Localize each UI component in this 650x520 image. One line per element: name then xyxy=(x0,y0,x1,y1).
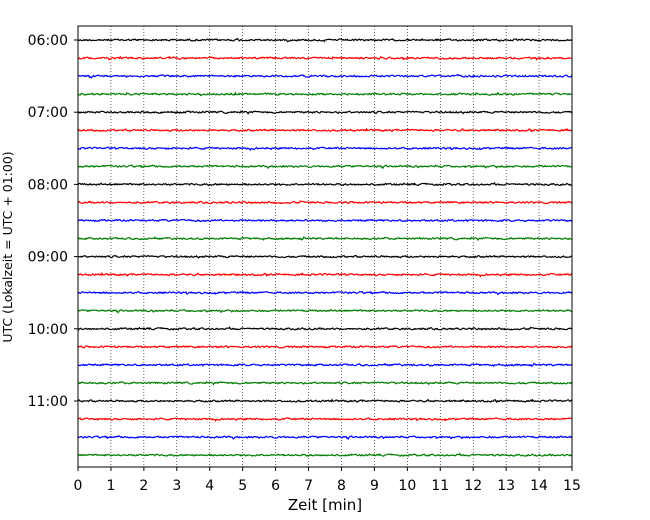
x-tick-label: 6 xyxy=(271,478,280,494)
plot-frame xyxy=(77,25,573,468)
y-axis-label: UTC (Lokalzeit = UTC + 01:00) xyxy=(0,151,15,342)
trace-1100 xyxy=(77,398,573,404)
trace-1030 xyxy=(77,362,573,368)
x-tick-label: 12 xyxy=(464,478,482,494)
x-tick-label: 4 xyxy=(205,478,214,494)
trace-0630 xyxy=(77,73,573,79)
trace-0645 xyxy=(77,91,573,97)
x-tick-label: 14 xyxy=(530,478,548,494)
trace-0615 xyxy=(77,55,573,61)
x-tick-label: 11 xyxy=(431,478,449,494)
trace-1015 xyxy=(77,345,573,349)
trace-1145 xyxy=(77,452,573,457)
x-tick-label: 3 xyxy=(172,478,181,494)
y-tick-label: 07:00 xyxy=(28,105,68,121)
trace-1045 xyxy=(77,380,573,386)
trace-0745 xyxy=(77,164,573,170)
trace-0930 xyxy=(77,290,573,296)
trace-0815 xyxy=(77,200,573,205)
x-tick-label: 10 xyxy=(398,478,416,494)
y-tick-label: 09:00 xyxy=(28,250,68,266)
trace-0830 xyxy=(77,218,573,223)
trace-0600 xyxy=(77,37,573,43)
traces xyxy=(77,37,573,457)
trace-1115 xyxy=(77,417,573,423)
x-tick-label: 7 xyxy=(304,478,313,494)
trace-0900 xyxy=(77,254,573,259)
x-tick-label: 1 xyxy=(106,478,115,494)
x-tick-label: 15 xyxy=(563,478,581,494)
y-tick-label: 08:00 xyxy=(28,177,68,193)
x-tick-label: 5 xyxy=(238,478,247,494)
x-tick-label: 0 xyxy=(74,478,83,494)
x-axis-ticks: 0 1 2 3 4 5 6 7 8 9 10 11 12 13 14 15 xyxy=(74,467,581,494)
x-tick-label: 9 xyxy=(370,478,379,494)
plot-background xyxy=(78,26,572,467)
x-tick-label: 13 xyxy=(497,478,515,494)
trace-0800 xyxy=(77,181,573,187)
trace-1000 xyxy=(77,326,573,331)
trace-0945 xyxy=(77,308,573,314)
y-axis-ticks: 06:00 07:00 08:00 09:00 10:00 11:00 xyxy=(28,33,78,410)
trace-0915 xyxy=(77,271,573,278)
y-tick-label: 10:00 xyxy=(28,322,68,338)
trace-1130 xyxy=(77,435,573,441)
x-tick-label: 8 xyxy=(337,478,346,494)
y-tick-label: 11:00 xyxy=(28,394,68,410)
x-axis-label: Zeit [min] xyxy=(288,496,362,514)
y-tick-label: 06:00 xyxy=(28,33,68,49)
trace-0700 xyxy=(77,110,573,115)
x-tick-label: 2 xyxy=(139,478,148,494)
trace-0730 xyxy=(77,146,573,152)
trace-0845 xyxy=(77,236,573,242)
trace-0715 xyxy=(77,127,573,133)
